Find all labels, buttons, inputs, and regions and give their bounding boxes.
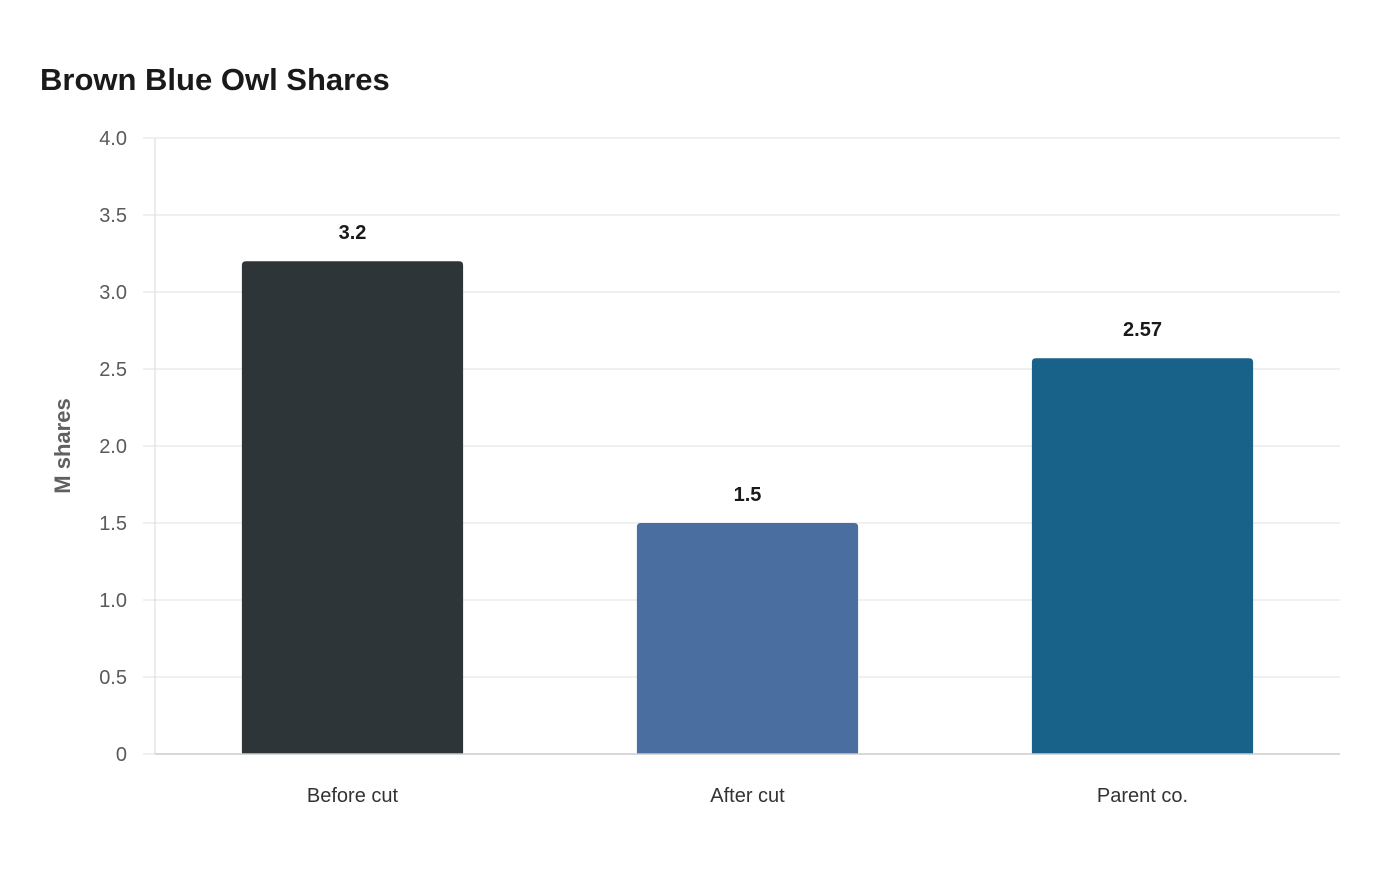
bar-after-cut xyxy=(636,523,859,754)
y-tick-label: 2.0 xyxy=(99,436,127,458)
x-tick-label: Before cut xyxy=(307,785,399,807)
bar-parent-co xyxy=(1031,358,1254,754)
y-tick-label: 0.5 xyxy=(99,667,127,689)
y-tick-label: 4.0 xyxy=(99,128,127,150)
chart-title: Brown Blue Owl Shares xyxy=(40,62,390,97)
y-tick-label: 1.5 xyxy=(99,513,127,535)
data-label: 2.57 xyxy=(1123,319,1162,341)
y-axis-label: M shares xyxy=(50,398,75,493)
y-tick-label: 2.5 xyxy=(99,359,127,381)
data-labels: 3.2 1.5 2.57 xyxy=(339,222,1162,506)
data-label: 3.2 xyxy=(339,222,367,244)
x-tick-label: Parent co. xyxy=(1097,785,1188,807)
bar-before-cut xyxy=(241,261,464,754)
y-tick-label: 3.5 xyxy=(99,205,127,227)
y-tick-label: 0 xyxy=(116,744,127,766)
x-axis-ticks: Before cut After cut Parent co. xyxy=(307,785,1188,807)
x-tick-label: After cut xyxy=(710,785,785,807)
y-axis-ticks: 0 0.5 1.0 1.5 2.0 2.5 3.0 3.5 4.0 xyxy=(99,128,127,766)
y-tick-label: 3.0 xyxy=(99,282,127,304)
bars xyxy=(241,261,1254,754)
data-label: 1.5 xyxy=(734,484,762,506)
y-tick-label: 1.0 xyxy=(99,590,127,612)
